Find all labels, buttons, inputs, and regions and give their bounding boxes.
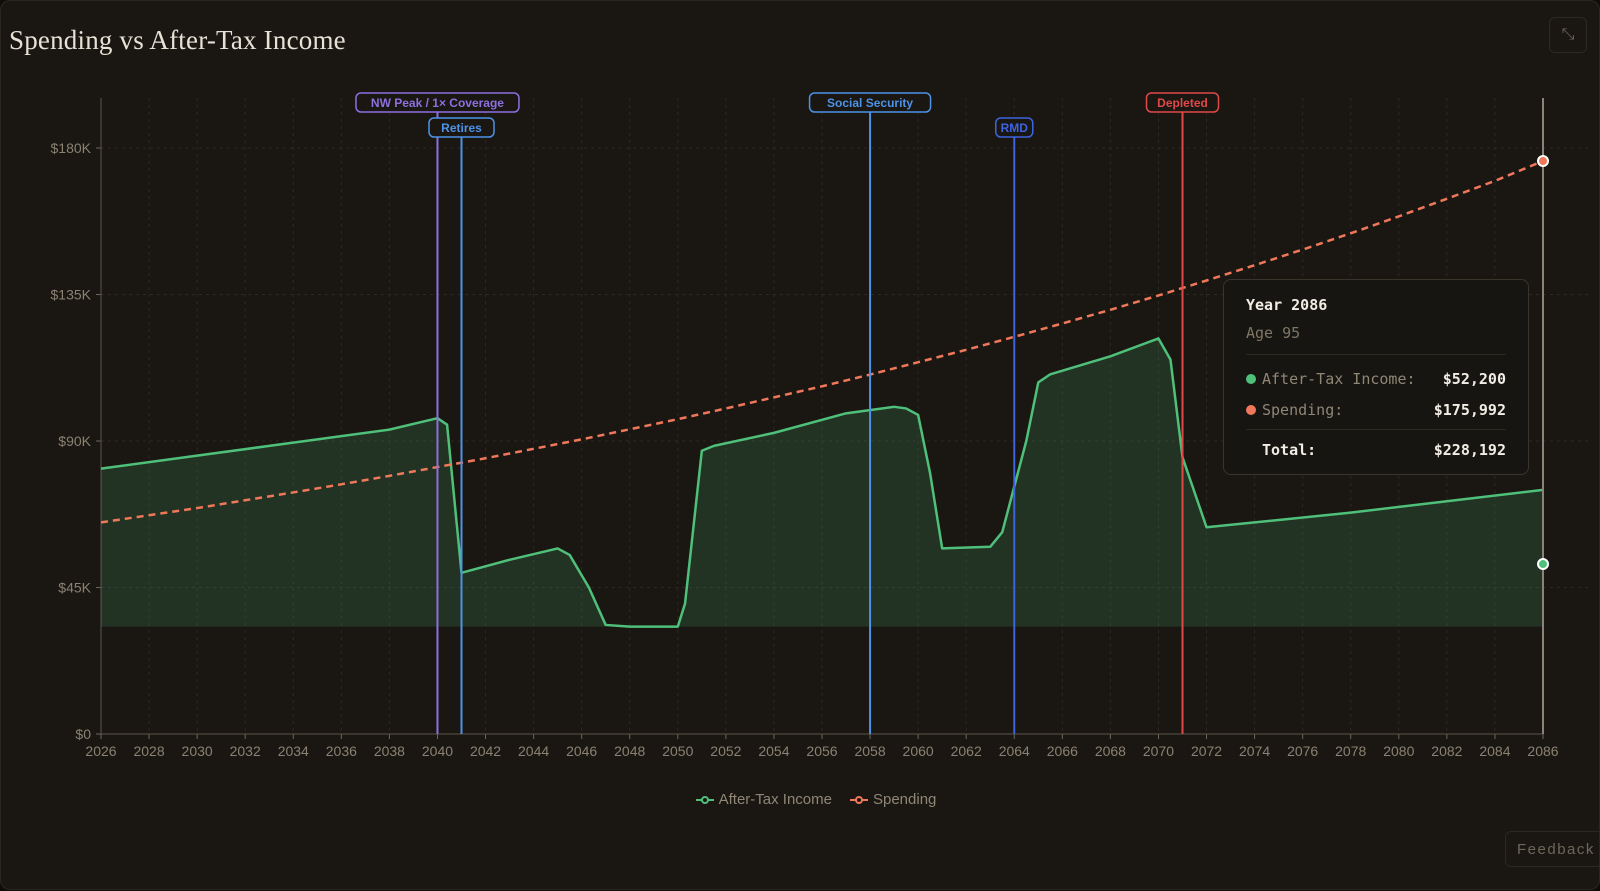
legend-spending-label: Spending [872,791,937,808]
spending-line [100,159,1544,524]
x-tick-label: 2044 [518,743,549,759]
hover-point-spending [1537,155,1549,168]
x-tick-label: 2054 [758,743,789,759]
x-tick-label: 2046 [566,743,597,759]
tooltip-total-value: $228,192 [1433,440,1506,459]
x-tick-label: 2086 [1527,743,1558,759]
tooltip-spending-label: Spending: [1262,400,1344,419]
feedback-button[interactable]: Feedback [1505,831,1600,867]
expand-diagonal-icon: ⤡ [1561,26,1575,43]
tooltip-row-income: After-Tax Income: $52,200 [1246,363,1506,394]
event-marker-badge [355,92,520,113]
x-tick-label: 2030 [182,743,213,759]
event-marker-badge [428,117,495,138]
x-tick-label: 2070 [1143,743,1174,759]
tooltip-year: Year 2086 [1246,296,1328,314]
tooltip-total-label: Total: [1262,440,1317,459]
x-tick-label: 2036 [326,743,357,759]
legend-item-income[interactable]: After-Tax Income [695,791,832,808]
x-tick-label: 2062 [951,743,982,759]
y-tick-label: $90K [58,433,91,449]
x-tick-label: 2058 [854,743,885,759]
event-marker-badge [995,117,1034,138]
event-marker-label: Social Security [827,96,913,110]
x-tick-label: 2050 [662,743,693,759]
tooltip-row-total: Total: $228,192 [1246,434,1506,465]
event-marker-label: RMD [1001,121,1029,135]
income-dot-icon [1246,373,1256,384]
x-tick-label: 2048 [614,743,645,759]
legend-income-label: After-Tax Income [718,791,832,808]
x-tick-label: 2076 [1287,743,1318,759]
x-tick-label: 2064 [999,743,1030,759]
x-tick-label: 2082 [1431,743,1462,759]
y-tick-label: $135K [51,287,92,303]
x-tick-label: 2052 [710,743,741,759]
x-tick-label: 2042 [470,743,501,759]
x-tick-label: 2028 [133,743,164,759]
event-marker-badge [1145,92,1220,113]
y-tick-label: $45K [58,580,91,596]
x-tick-label: 2034 [278,743,309,759]
legend-spending-icon [849,795,868,804]
x-tick-label: 2026 [85,743,116,759]
legend: After-Tax Income Spending [1,791,1600,808]
event-marker-label: NW Peak / 1× Coverage [371,96,504,110]
y-tick-label: $180K [51,140,92,156]
x-tick-label: 2072 [1191,743,1222,759]
x-tick-label: 2068 [1095,743,1126,759]
event-marker-badge [808,92,932,113]
chart-title: Spending vs After-Tax Income [9,25,346,55]
tooltip-income-value: $52,200 [1442,369,1506,388]
x-tick-label: 2040 [422,743,453,759]
x-tick-label: 2078 [1335,743,1366,759]
expand-button[interactable]: ⤡ [1549,17,1587,53]
event-marker-label: Retires [441,121,482,135]
tooltip-income-label: After-Tax Income: [1262,369,1416,388]
x-tick-label: 2084 [1479,743,1510,759]
tooltip-row-spending: Spending: $175,992 [1246,394,1506,425]
x-tick-label: 2038 [374,743,405,759]
legend-income-icon [695,795,714,804]
x-tick-label: 2074 [1239,743,1270,759]
x-tick-label: 2080 [1383,743,1414,759]
spending-dot-icon [1246,404,1256,415]
hover-point-income [1537,558,1549,571]
x-tick-label: 2032 [230,743,261,759]
divider [1246,354,1506,355]
x-tick-label: 2056 [806,743,837,759]
tooltip: Year 2086 Age 95 After-Tax Income: $52,2… [1223,279,1529,475]
legend-item-spending[interactable]: Spending [849,791,937,808]
y-tick-label: $0 [75,726,91,742]
divider [1246,429,1506,430]
event-marker-label: Depleted [1157,96,1208,110]
x-tick-label: 2066 [1047,743,1078,759]
tooltip-age: Age 95 [1246,324,1301,342]
x-tick-label: 2060 [903,743,934,759]
tooltip-spending-value: $175,992 [1433,400,1506,419]
